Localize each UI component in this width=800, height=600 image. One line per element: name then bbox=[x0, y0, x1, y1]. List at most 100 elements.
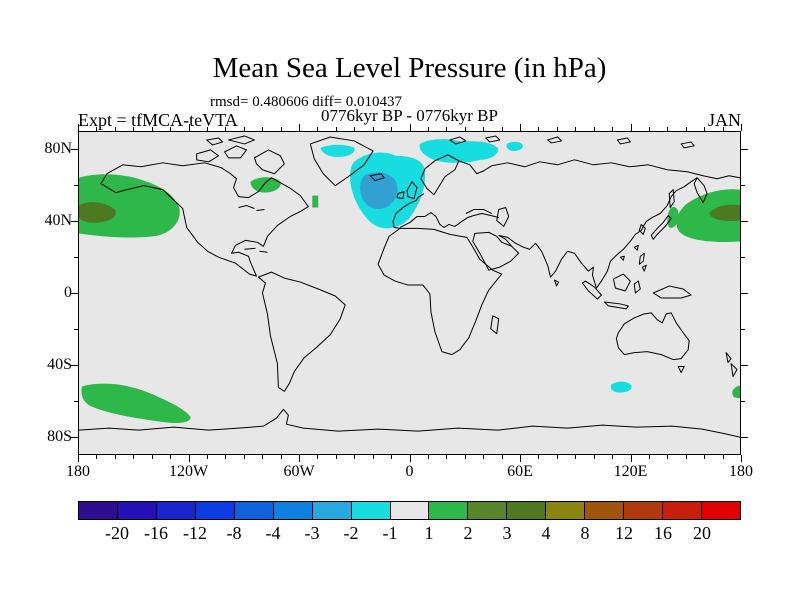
colorbar-cell bbox=[545, 502, 585, 519]
x-axis-tick bbox=[741, 124, 742, 131]
coast-sakhalin bbox=[668, 189, 675, 209]
x-axis-tick bbox=[133, 127, 134, 131]
coastlines bbox=[79, 135, 740, 438]
coast-borneo bbox=[612, 273, 631, 292]
x-axis-tick bbox=[391, 455, 392, 459]
x-axis-tick bbox=[189, 124, 190, 131]
x-axis-tick-label: 180 bbox=[66, 463, 90, 480]
y-axis-tick bbox=[741, 293, 748, 294]
anomaly-greenland-cyan bbox=[320, 144, 355, 157]
x-axis-tick bbox=[262, 127, 263, 131]
y-axis-tick bbox=[741, 329, 745, 330]
coast-sulawesi bbox=[633, 280, 641, 294]
x-axis-tick bbox=[520, 124, 521, 131]
x-axis-tick bbox=[96, 455, 97, 459]
x-axis-tick bbox=[631, 124, 632, 131]
world-map-plot bbox=[78, 131, 741, 455]
colorbar-cell bbox=[662, 502, 701, 519]
colorbar-level-label: -3 bbox=[304, 523, 320, 543]
y-axis-tick bbox=[74, 185, 78, 186]
colorbar-cell bbox=[194, 502, 234, 519]
y-axis-tick bbox=[741, 365, 748, 366]
x-axis-tick bbox=[133, 455, 134, 459]
coast-arctic-islands bbox=[196, 135, 285, 175]
x-axis-tick bbox=[354, 127, 355, 131]
coast-great-lakes bbox=[238, 205, 265, 212]
anomaly-north-pacific-west-green bbox=[79, 174, 180, 238]
colorbar-level-label: 20 bbox=[693, 523, 711, 543]
x-axis-tick bbox=[686, 455, 687, 459]
anomaly-shading bbox=[79, 139, 740, 423]
colorbar-cell bbox=[272, 502, 312, 519]
colorbar-cell bbox=[79, 502, 117, 519]
anomaly-northwest-pacific-green bbox=[676, 189, 740, 243]
coast-new-guinea bbox=[652, 285, 692, 299]
x-axis-tick bbox=[299, 455, 300, 462]
y-axis-tick bbox=[71, 437, 78, 438]
coast-arabia bbox=[472, 231, 520, 271]
y-axis-tick bbox=[71, 365, 78, 366]
colorbar-cell bbox=[155, 502, 195, 519]
colorbar-level-label: -1 bbox=[382, 523, 398, 543]
y-axis-tick bbox=[71, 293, 78, 294]
anomaly-south-of-australia-cyan bbox=[610, 381, 632, 393]
colorbar-level-label: -2 bbox=[343, 523, 359, 543]
x-axis-tick bbox=[189, 455, 190, 462]
colorbar-cell bbox=[701, 502, 740, 519]
x-axis-tick bbox=[96, 127, 97, 131]
x-axis-tick bbox=[207, 455, 208, 459]
colorbar bbox=[78, 501, 741, 520]
coast-sri-lanka bbox=[554, 279, 560, 287]
x-axis-tick bbox=[667, 455, 668, 459]
x-axis-tick bbox=[225, 127, 226, 131]
y-axis-tick-label: 40N bbox=[44, 212, 72, 229]
case-comparison-label: 0776kyr BP - 0776kyr BP bbox=[321, 106, 498, 125]
x-axis-tick bbox=[502, 127, 503, 131]
colorbar-cell bbox=[233, 502, 273, 519]
anomaly-south-pacific-green bbox=[81, 383, 191, 423]
x-axis-tick bbox=[428, 127, 429, 131]
x-axis-tick-label: 180 bbox=[729, 463, 753, 480]
anomaly-hudson-bay-green bbox=[250, 177, 281, 193]
x-axis-tick bbox=[446, 127, 447, 131]
y-axis-tick-label: 80N bbox=[44, 140, 72, 157]
x-axis-tick bbox=[465, 455, 466, 459]
y-axis-tick bbox=[741, 257, 745, 258]
coast-caspian-sea bbox=[496, 207, 510, 227]
x-axis-tick bbox=[446, 455, 447, 459]
coast-madagascar bbox=[490, 315, 500, 335]
x-axis-tick bbox=[465, 127, 466, 131]
x-axis-tick bbox=[354, 455, 355, 459]
coast-russia-arctic bbox=[458, 159, 740, 180]
colorbar-level-label: 1 bbox=[424, 523, 434, 543]
x-axis-tick bbox=[410, 455, 411, 462]
x-axis-tick bbox=[686, 127, 687, 131]
map-svg bbox=[79, 132, 740, 454]
coast-south-america bbox=[257, 271, 346, 392]
x-axis-tick bbox=[483, 455, 484, 459]
anomaly-barents-cyan bbox=[419, 139, 499, 163]
x-axis-tick bbox=[281, 127, 282, 131]
x-axis-tick bbox=[336, 455, 337, 459]
coast-tasmania bbox=[677, 366, 685, 374]
x-axis-tick bbox=[704, 127, 705, 131]
x-axis-tick bbox=[391, 127, 392, 131]
x-axis-tick bbox=[78, 124, 79, 131]
x-axis-tick-label: 60W bbox=[283, 463, 315, 480]
coast-korea bbox=[638, 223, 646, 235]
y-axis-tick bbox=[74, 329, 78, 330]
coast-british-isles bbox=[396, 181, 418, 200]
coast-australia bbox=[615, 312, 690, 361]
colorbar-level-label: 8 bbox=[580, 523, 590, 543]
coast-japan bbox=[650, 214, 672, 240]
coast-mediterranean-north bbox=[399, 212, 499, 228]
experiment-label: Expt = tfMCA-teVTA bbox=[78, 110, 238, 130]
coast-black-sea-north bbox=[465, 209, 492, 214]
x-axis-tick bbox=[723, 455, 724, 459]
colorbar-cell bbox=[311, 502, 351, 519]
coast-iceland bbox=[369, 173, 385, 182]
x-axis-tick bbox=[723, 127, 724, 131]
x-axis-tick bbox=[78, 455, 79, 462]
x-axis-tick bbox=[317, 127, 318, 131]
colorbar-level-label: 12 bbox=[615, 523, 633, 543]
